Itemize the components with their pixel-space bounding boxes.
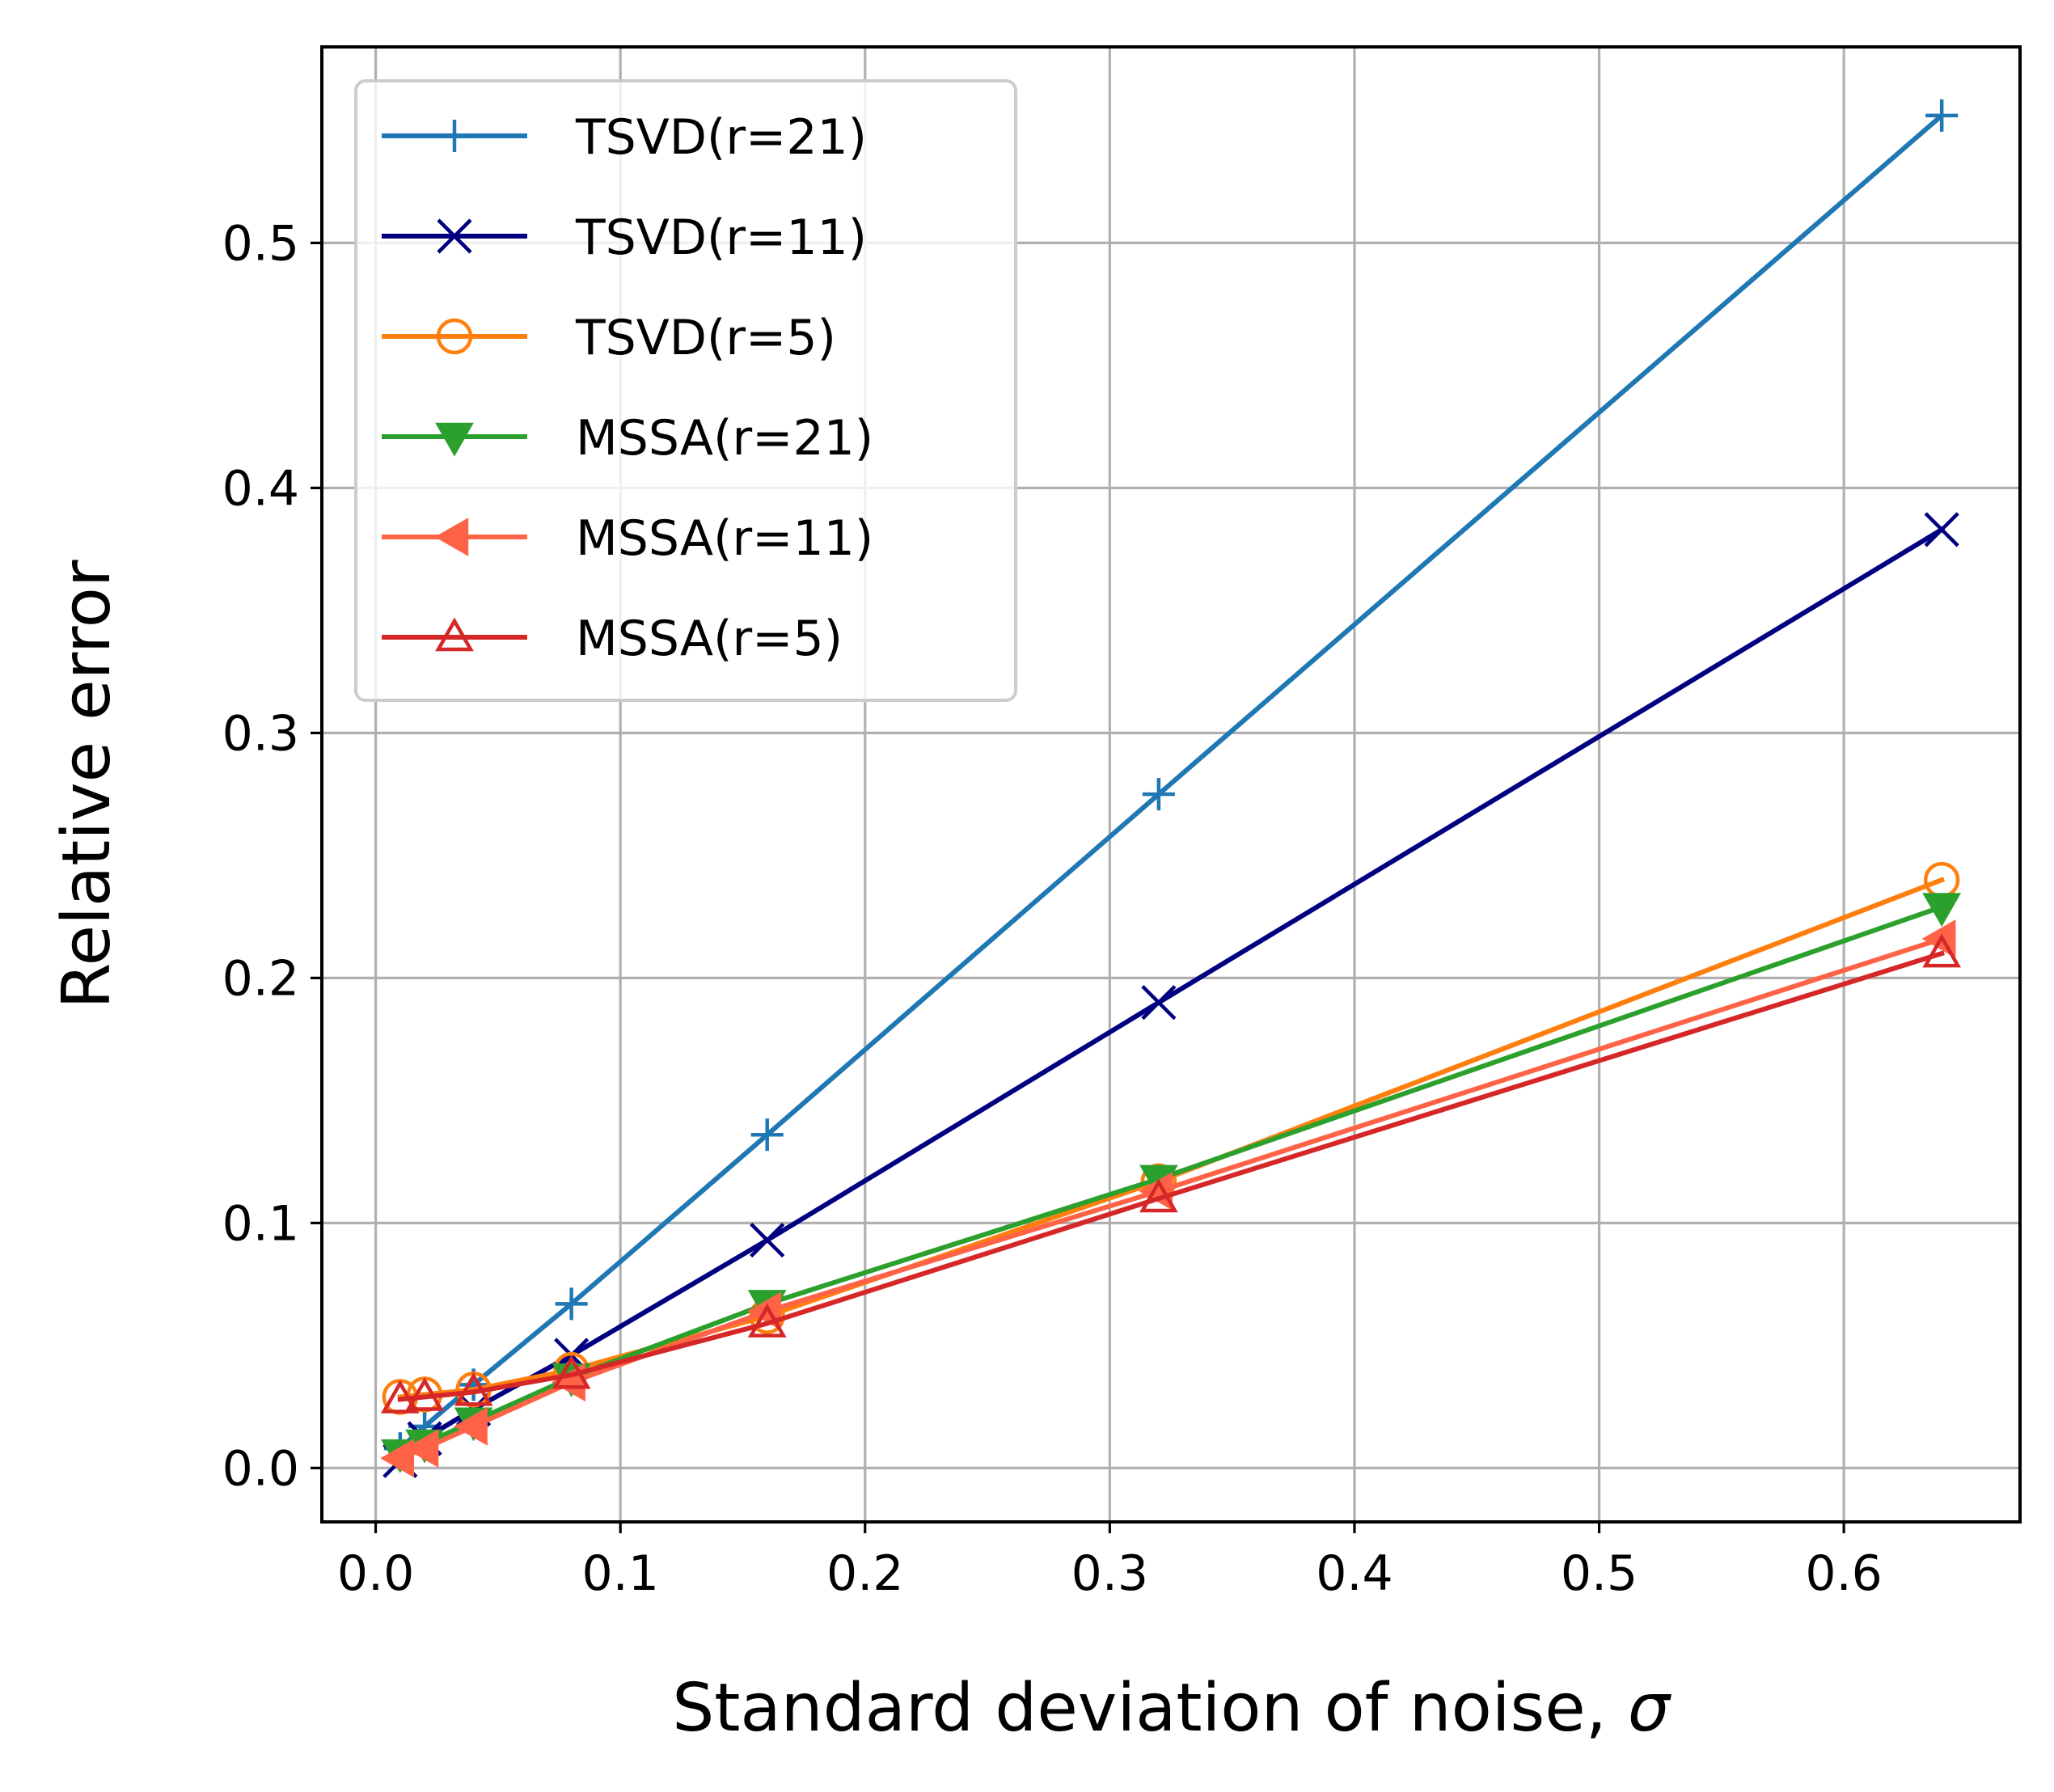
data-point-marker xyxy=(437,218,472,254)
data-point-marker xyxy=(750,1222,785,1258)
x-tick-label: 0.2 xyxy=(826,1545,903,1602)
x-tick-label: 0.0 xyxy=(337,1545,414,1602)
data-point-marker xyxy=(1922,893,1962,928)
data-point-marker xyxy=(435,617,474,652)
data-point-marker xyxy=(434,518,469,556)
legend: TSVD(r=21) TSVD(r=11) TSVD(r=5) MSSA(r=21) M… xyxy=(354,79,1017,702)
data-point-marker xyxy=(750,1118,784,1152)
data-point-marker xyxy=(404,1429,439,1468)
legend-entry: MSSA(r=5) xyxy=(382,611,843,667)
data-point-marker xyxy=(555,1287,588,1321)
y-tick-label: 0.5 xyxy=(222,215,299,272)
x-tick-label: 0.6 xyxy=(1805,1545,1882,1602)
legend-box xyxy=(354,79,1017,702)
y-axis-title: Relative error xyxy=(49,560,125,1009)
y-tick-label: 0.2 xyxy=(222,950,299,1007)
legend-label: MSSA(r=21) xyxy=(576,410,873,467)
y-tick-label: 0.3 xyxy=(222,705,299,762)
legend-entry: TSVD(r=11) xyxy=(382,209,867,266)
y-tick-label: 0.4 xyxy=(222,460,299,517)
data-point-marker xyxy=(1922,933,1962,968)
data-point-marker xyxy=(380,1439,415,1478)
x-tick-label: 0.4 xyxy=(1316,1545,1393,1602)
legend-label: TSVD(r=21) xyxy=(575,109,867,166)
series-line xyxy=(397,950,1945,1402)
sigma-symbol: σ xyxy=(1628,1670,1672,1747)
legend-label: MSSA(r=5) xyxy=(576,611,843,667)
data-point-marker xyxy=(405,1376,444,1411)
data-point-marker xyxy=(454,1371,493,1406)
axis-ticks: 0.0 0.1 0.2 0.3 0.4 0.5 0.6 0.0 0.1 0.2 0.3 0.4 0.5 xyxy=(222,215,1883,1602)
x-tick-label: 0.3 xyxy=(1071,1545,1148,1602)
x-tick-label: 0.5 xyxy=(1561,1545,1638,1602)
legend-entry: TSVD(r=21) xyxy=(382,109,867,166)
data-point-marker xyxy=(438,120,471,152)
plot-frame xyxy=(320,45,2022,1524)
x-axis-title: Standard deviation of noise, σ xyxy=(672,1670,1672,1747)
data-point-marker xyxy=(552,1355,591,1389)
data-point-marker xyxy=(454,1406,488,1446)
data-point-marker xyxy=(435,422,474,457)
legend-label: MSSA(r=11) xyxy=(576,510,873,567)
data-point-marker xyxy=(1924,512,1959,547)
x-axis-title-text: Standard deviation of noise, xyxy=(672,1670,1628,1747)
data-point-marker xyxy=(1139,1178,1178,1213)
legend-entry: MSSA(r=21) xyxy=(382,410,873,467)
legend-label: TSVD(r=11) xyxy=(575,209,867,266)
series-mssa-r-5 xyxy=(380,933,1962,1414)
x-tick-label: 0.1 xyxy=(581,1545,658,1602)
legend-entry: MSSA(r=11) xyxy=(382,510,873,567)
data-point-marker xyxy=(747,1304,787,1338)
data-point-marker xyxy=(380,1379,420,1414)
legend-entry: TSVD(r=5) xyxy=(382,310,836,366)
data-point-marker xyxy=(436,318,473,355)
data-point-marker xyxy=(1142,778,1175,811)
data-series xyxy=(380,99,1962,1478)
y-tick-label: 0.1 xyxy=(222,1195,299,1252)
legend-label: TSVD(r=5) xyxy=(575,310,836,366)
data-point-marker xyxy=(1925,99,1959,132)
data-point-marker xyxy=(1141,985,1177,1021)
y-tick-label: 0.0 xyxy=(222,1440,299,1497)
